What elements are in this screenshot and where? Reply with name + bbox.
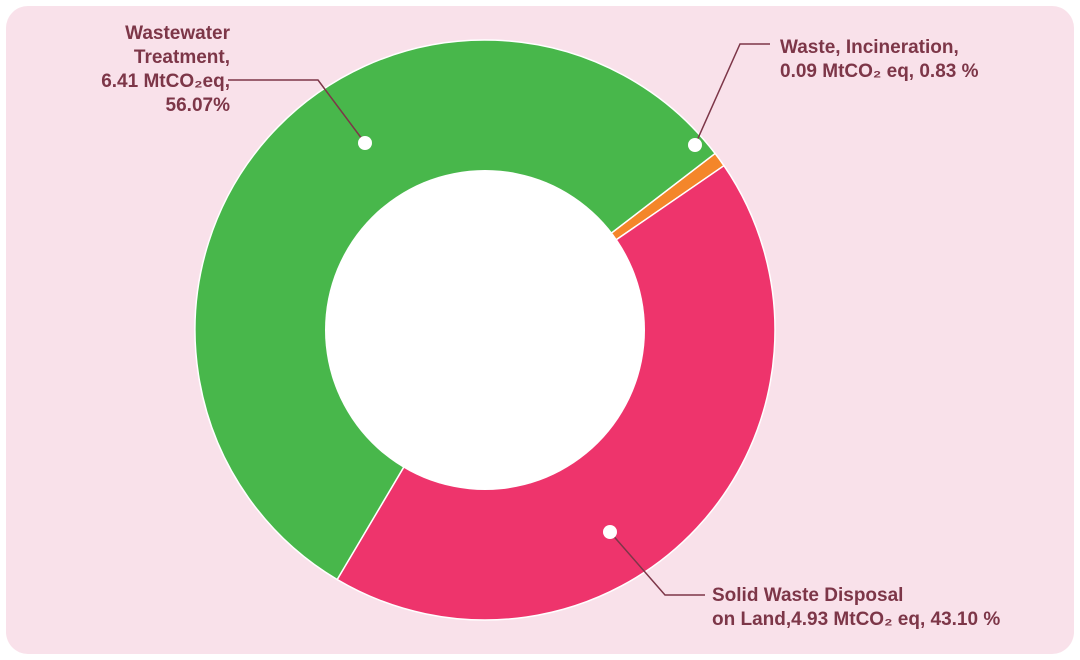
label-line: on Land,4.93 MtCO₂ eq, 43.10 % — [712, 609, 1001, 630]
label-dots — [358, 136, 702, 539]
leader-line-wastewater — [228, 79, 366, 144]
leader-line-solid-waste — [609, 531, 705, 596]
label-waste-incineration: Waste, Incineration, 0.09 MtCO₂ eq, 0.83… — [780, 36, 979, 84]
label-solid-waste-disposal: Solid Waste Disposal on Land,4.93 MtCO₂ … — [712, 584, 1000, 632]
leader-lines — [228, 43, 770, 596]
leader-line-incineration — [694, 43, 770, 146]
dot-incineration — [688, 138, 702, 152]
label-line: Wastewater — [125, 23, 230, 44]
label-line: Waste, Incineration, — [780, 37, 959, 58]
label-line: Treatment, — [133, 47, 230, 68]
label-line: 6.41 MtCO₂eq, — [101, 71, 230, 92]
label-line: Solid Waste Disposal — [712, 585, 904, 606]
label-wastewater-treatment: Wastewater Treatment, 6.41 MtCO₂eq, 56.0… — [40, 22, 230, 118]
label-line: 0.09 MtCO₂ eq, 0.83 % — [780, 61, 979, 82]
dot-solid-waste — [603, 525, 617, 539]
label-line: 56.07% — [165, 95, 230, 116]
dot-wastewater — [358, 136, 372, 150]
donut-hole — [325, 170, 645, 490]
